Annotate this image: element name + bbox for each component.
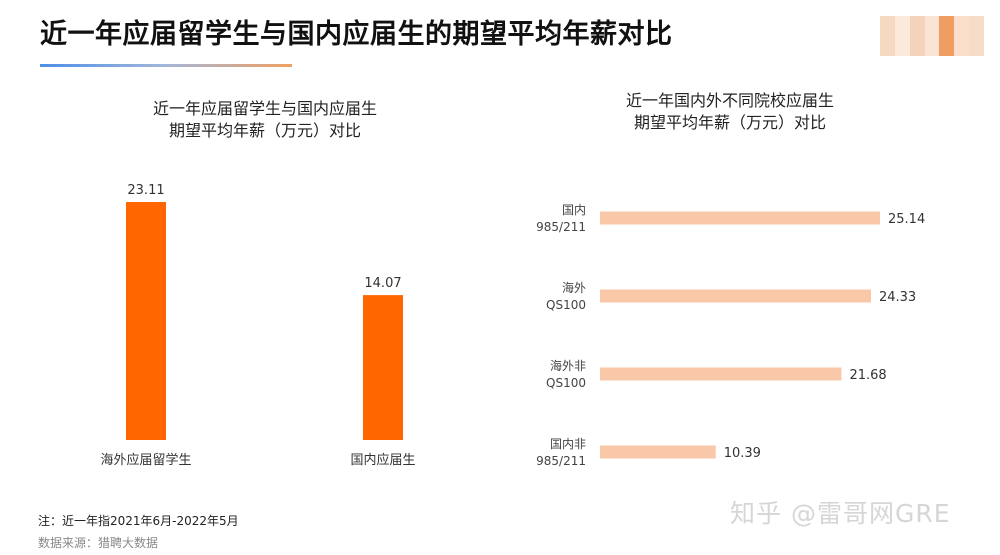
category-label: 985/211 — [536, 220, 586, 234]
category-label: QS100 — [546, 376, 586, 390]
footnote: 注：近一年指2021年6月-2022年5月 — [38, 514, 239, 528]
category-label: 国内应届生 — [350, 452, 415, 468]
data-source: 数据来源：猎聘大数据 — [38, 536, 159, 550]
category-label: 985/211 — [536, 454, 586, 468]
data-label: 21.68 — [849, 368, 886, 383]
chart2-title: 近一年国内外不同院校应届生 期望平均年薪（万元）对比 — [560, 90, 900, 134]
bar — [600, 445, 716, 459]
category-label: 海外应届留学生 — [100, 452, 191, 468]
chart1-title-line1: 近一年应届留学生与国内应届生 — [152, 99, 377, 118]
chart1-title-line2: 期望平均年薪（万元）对比 — [168, 121, 361, 140]
bar — [363, 295, 403, 440]
chart2-title-line2: 期望平均年薪（万元）对比 — [633, 113, 826, 132]
logo-blur-block — [924, 16, 940, 56]
bar — [126, 202, 166, 440]
data-label: 24.33 — [879, 290, 916, 305]
chart2-title-line1: 近一年国内外不同院校应届生 — [625, 91, 834, 110]
chart1-title: 近一年应届留学生与国内应届生 期望平均年薪（万元）对比 — [100, 98, 430, 142]
category-label: 国内 — [562, 203, 586, 217]
bar — [600, 211, 880, 225]
logo-blur-block — [909, 16, 925, 56]
category-label: QS100 — [546, 298, 586, 312]
category-label: 国内非 — [550, 437, 586, 451]
page-title: 近一年应届留学生与国内应届生的期望平均年薪对比 — [40, 19, 673, 50]
logo-blur-block — [880, 16, 895, 56]
data-label: 23.11 — [127, 183, 164, 198]
data-label: 10.39 — [724, 446, 761, 461]
data-label: 14.07 — [364, 276, 401, 291]
title-underline — [40, 64, 292, 67]
category-label: 海外 — [562, 280, 586, 295]
watermark: 知乎 @雷哥网GRE — [730, 499, 951, 528]
logo-blur-block — [954, 16, 970, 56]
logo-blur-block — [969, 16, 985, 56]
bar — [600, 367, 842, 381]
bar — [600, 289, 871, 303]
blurred-logo-icon — [880, 16, 985, 56]
logo-blur-block — [894, 16, 910, 56]
logo-blur-block — [939, 16, 955, 56]
category-label: 海外非 — [550, 358, 586, 373]
data-label: 25.14 — [888, 212, 925, 227]
